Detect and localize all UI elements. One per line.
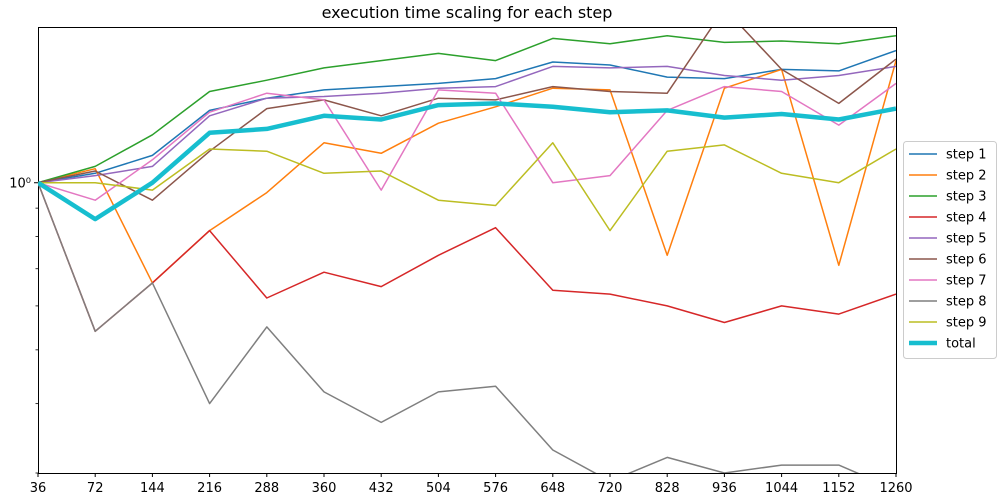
x-tick-label: 576 (483, 481, 508, 496)
series-layer (38, 28, 896, 473)
x-tick-label: 432 (369, 481, 394, 496)
plot-frame (38, 27, 897, 474)
series-line-step-4 (38, 182, 896, 333)
chart-title: execution time scaling for each step (322, 3, 613, 22)
legend-label: step 6 (946, 253, 987, 268)
series-line-step-1 (38, 49, 896, 184)
y-axis: 10⁰ (9, 177, 38, 474)
x-tick-label: 504 (426, 481, 451, 496)
legend-label: step 5 (946, 232, 987, 247)
x-tick-label: 1152 (822, 481, 855, 496)
x-tick-label: 1044 (765, 481, 798, 496)
x-tick-label: 1260 (879, 481, 912, 496)
series-line-step-5 (38, 65, 896, 184)
series-line-step-6 (38, 28, 896, 201)
legend-label: step 2 (946, 169, 987, 184)
legend: step 1 step 2 step 3 step 4 step 5 step 6 step… (903, 141, 997, 359)
legend-label: step 3 (946, 190, 987, 205)
y-tick-label: 10⁰ (9, 177, 31, 192)
x-tick-label: 216 (197, 481, 222, 496)
x-tick-label: 720 (598, 481, 623, 496)
legend-label: step 1 (946, 148, 987, 163)
series-line-step-3 (38, 34, 896, 184)
legend-label: step 7 (946, 274, 987, 289)
x-tick-label: 648 (540, 481, 565, 496)
series-line-step-7 (38, 82, 896, 201)
legend-label: step 4 (946, 211, 987, 226)
x-tick-label: 72 (87, 481, 104, 496)
legend-label: total (946, 337, 976, 352)
x-tick-label: 144 (140, 481, 165, 496)
series-line-total (38, 101, 896, 222)
x-tick-label: 36 (30, 481, 47, 496)
x-tick-label: 288 (254, 481, 279, 496)
series-line-step-9 (38, 142, 896, 232)
x-tick-label: 360 (312, 481, 337, 496)
x-tick-label: 936 (712, 481, 737, 496)
x-tick-label: 828 (655, 481, 680, 496)
legend-label: step 8 (946, 295, 987, 310)
series-line-step-8 (38, 182, 860, 473)
x-axis: 36 72 144 216 288 360 432 504 576 648 720 828 936 104… (30, 473, 913, 496)
legend-label: step 9 (946, 316, 987, 331)
